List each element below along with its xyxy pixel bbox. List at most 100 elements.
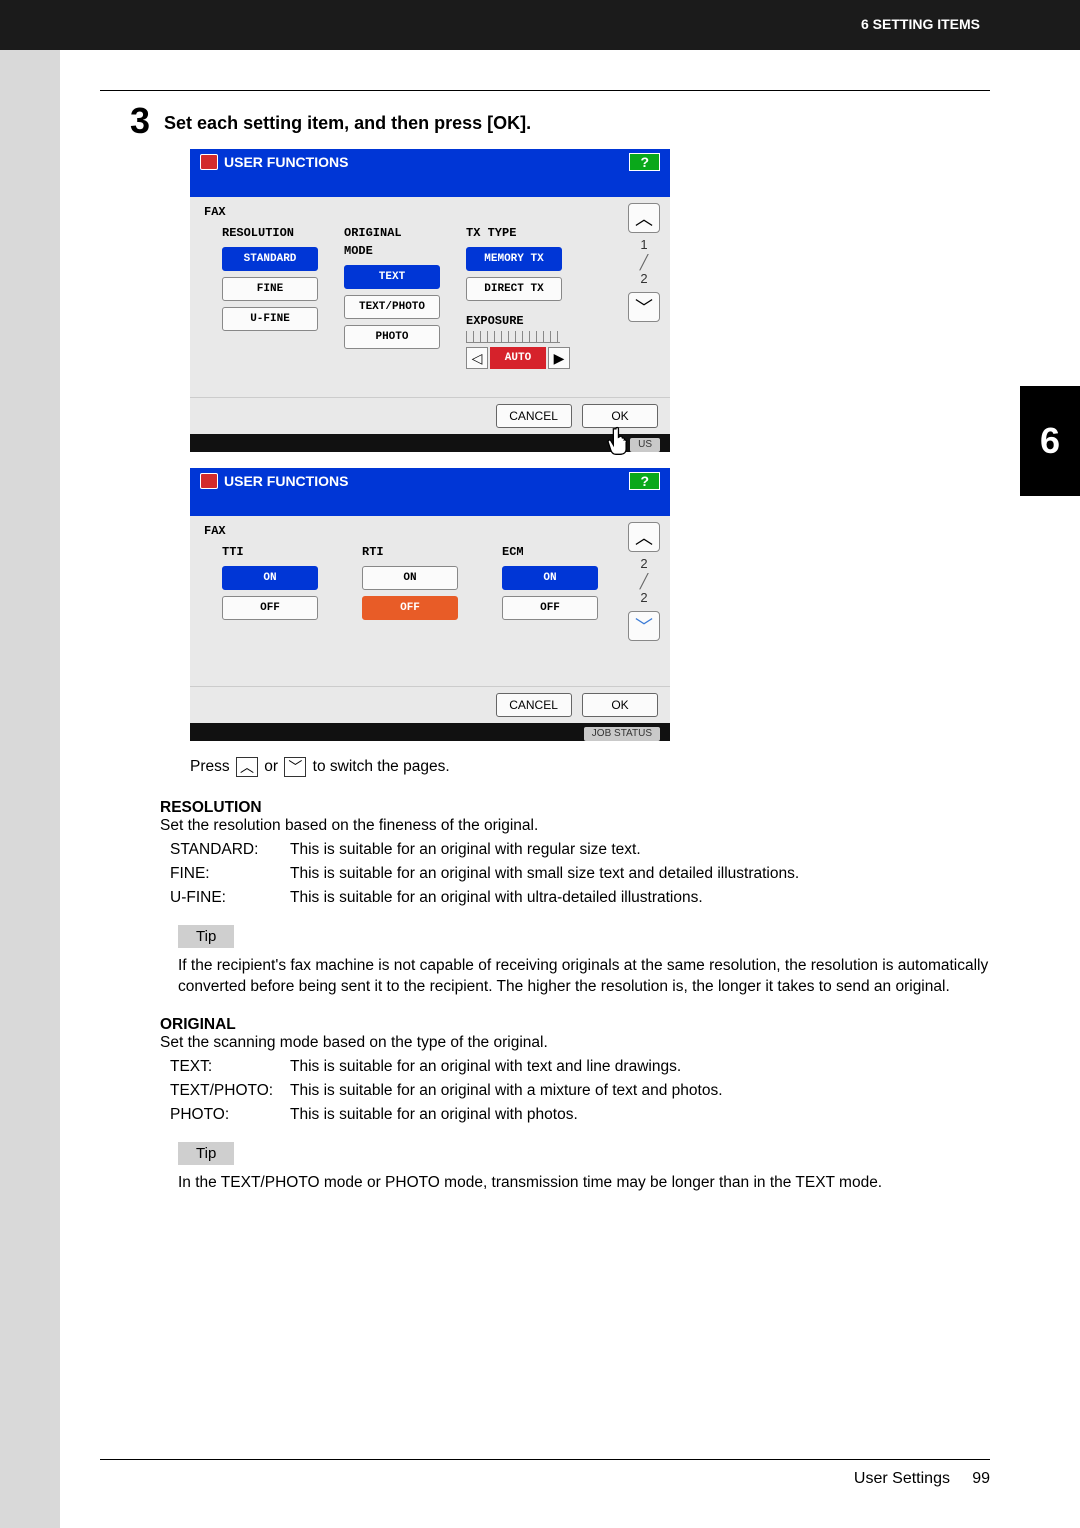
status-bar: JOB STATUS	[190, 723, 670, 741]
panel-title: USER FUNCTIONS	[224, 473, 348, 489]
exposure-group: EXPOSURE ◁ AUTO ▶	[466, 311, 570, 369]
page-header-band: 6 SETTING ITEMS	[0, 0, 1080, 50]
v: This is suitable for an original with sm…	[290, 865, 799, 883]
tip-label: Tip	[178, 925, 234, 948]
tti-on[interactable]: ON	[222, 566, 318, 590]
press-text-pre: Press	[190, 758, 234, 775]
ok-button[interactable]: OK	[582, 693, 658, 717]
help-button[interactable]: ?	[629, 153, 660, 171]
cancel-button[interactable]: CANCEL	[496, 693, 572, 717]
opt-fine[interactable]: FINE	[222, 277, 318, 301]
k: U-FINE:	[160, 889, 290, 907]
page-up-button[interactable]: ︿	[628, 203, 660, 233]
panel-body: FAX RESOLUTION STANDARD FINE U-FINE ORIG…	[190, 197, 670, 397]
res-row: U-FINE:This is suitable for an original …	[160, 889, 990, 907]
rti-column: RTI ON OFF	[362, 542, 458, 620]
section-label: FAX	[204, 205, 656, 219]
res-row: FINE:This is suitable for an original wi…	[160, 865, 990, 883]
opt-memory-tx[interactable]: MEMORY TX	[466, 247, 562, 271]
col-label: TTI	[222, 545, 244, 559]
button-bar: CANCEL OK	[190, 686, 670, 723]
footer-page: 99	[972, 1470, 990, 1487]
blue-bar	[190, 494, 670, 516]
opt-text[interactable]: TEXT	[344, 265, 440, 289]
page-current: 2	[628, 556, 660, 573]
v: This is suitable for an original with ul…	[290, 889, 703, 907]
original-heading: ORIGINAL	[160, 1016, 990, 1034]
status-text[interactable]: US	[630, 438, 660, 452]
step-row: 3 Set each setting item, and then press …	[130, 103, 990, 139]
tti-off[interactable]: OFF	[222, 596, 318, 620]
col-label: ORIGINALMODE	[344, 226, 402, 258]
orig-row: PHOTO:This is suitable for an original w…	[160, 1106, 990, 1124]
txtype-column: TX TYPE MEMORY TX DIRECT TX EXPOSURE ◁ A…	[466, 223, 570, 369]
footer-rule	[100, 1459, 990, 1460]
k: TEXT/PHOTO:	[160, 1082, 290, 1100]
step-text: Set each setting item, and then press [O…	[164, 113, 531, 134]
tip-text: In the TEXT/PHOTO mode or PHOTO mode, tr…	[178, 1173, 990, 1194]
opt-ufine[interactable]: U-FINE	[222, 307, 318, 331]
pager: ︿ 1 ╱ 2 ﹀	[628, 203, 660, 326]
cancel-button[interactable]: CANCEL	[496, 404, 572, 428]
col-label: TX TYPE	[466, 226, 516, 240]
press-text-mid: or	[264, 758, 282, 775]
exposure-lighter[interactable]: ◁	[466, 347, 488, 369]
res-row: STANDARD:This is suitable for an origina…	[160, 841, 990, 859]
status-text[interactable]: JOB STATUS	[584, 727, 660, 741]
opt-photo[interactable]: PHOTO	[344, 325, 440, 349]
tti-column: TTI ON OFF	[222, 542, 318, 620]
left-margin	[0, 50, 60, 1528]
original-mode-column: ORIGINALMODE TEXT TEXT/PHOTO PHOTO	[344, 223, 440, 369]
page-content: 3 Set each setting item, and then press …	[100, 90, 990, 1194]
k: TEXT:	[160, 1058, 290, 1076]
v: This is suitable for an original with re…	[290, 841, 641, 859]
footer-section: User Settings	[854, 1470, 950, 1487]
k: STANDARD:	[160, 841, 290, 859]
opt-direct-tx[interactable]: DIRECT TX	[466, 277, 562, 301]
press-line: Press ︿ or ﹀ to switch the pages.	[190, 757, 990, 777]
tools-icon	[200, 154, 218, 170]
panel-body: FAX TTI ON OFF RTI ON OFF ECM ON OFF	[190, 516, 670, 686]
page-slash: ╱	[628, 573, 660, 590]
k: PHOTO:	[160, 1106, 290, 1124]
titlebar: USER FUNCTIONS ?	[190, 149, 670, 175]
v: This is suitable for an original with te…	[290, 1058, 681, 1076]
tip-label: Tip	[178, 1142, 234, 1165]
orig-row: TEXT:This is suitable for an original wi…	[160, 1058, 990, 1076]
button-bar: CANCEL OK	[190, 397, 670, 434]
page-slash: ╱	[628, 254, 660, 271]
opt-textphoto[interactable]: TEXT/PHOTO	[344, 295, 440, 319]
k: FINE:	[160, 865, 290, 883]
col-label: ECM	[502, 545, 524, 559]
exposure-darker[interactable]: ▶	[548, 347, 570, 369]
pager: ︿ 2 ╱ 2 ﹀	[628, 522, 660, 645]
up-key-icon: ︿	[236, 757, 258, 777]
tools-icon	[200, 473, 218, 489]
page-current: 1	[628, 237, 660, 254]
ok-button[interactable]: OK	[582, 404, 658, 428]
top-rule	[100, 90, 990, 91]
v: This is suitable for an original with a …	[290, 1082, 723, 1100]
resolution-column: RESOLUTION STANDARD FINE U-FINE	[222, 223, 318, 369]
original-intro: Set the scanning mode based on the type …	[160, 1034, 990, 1052]
status-bar: US	[190, 434, 670, 452]
ecm-column: ECM ON OFF	[502, 542, 598, 620]
opt-standard[interactable]: STANDARD	[222, 247, 318, 271]
page-down-button[interactable]: ﹀	[628, 611, 660, 641]
page-total: 2	[628, 271, 660, 288]
ecm-off[interactable]: OFF	[502, 596, 598, 620]
col-label: RESOLUTION	[222, 226, 294, 240]
v: This is suitable for an original with ph…	[290, 1106, 578, 1124]
page-down-button[interactable]: ﹀	[628, 292, 660, 322]
help-button[interactable]: ?	[629, 472, 660, 490]
rti-off[interactable]: OFF	[362, 596, 458, 620]
section-label: FAX	[204, 524, 656, 538]
tip-text: If the recipient's fax machine is not ca…	[178, 956, 990, 998]
rti-on[interactable]: ON	[362, 566, 458, 590]
orig-row: TEXT/PHOTO:This is suitable for an origi…	[160, 1082, 990, 1100]
exposure-auto[interactable]: AUTO	[490, 347, 546, 369]
resolution-intro: Set the resolution based on the fineness…	[160, 817, 990, 835]
page-up-button[interactable]: ︿	[628, 522, 660, 552]
ecm-on[interactable]: ON	[502, 566, 598, 590]
titlebar: USER FUNCTIONS ?	[190, 468, 670, 494]
